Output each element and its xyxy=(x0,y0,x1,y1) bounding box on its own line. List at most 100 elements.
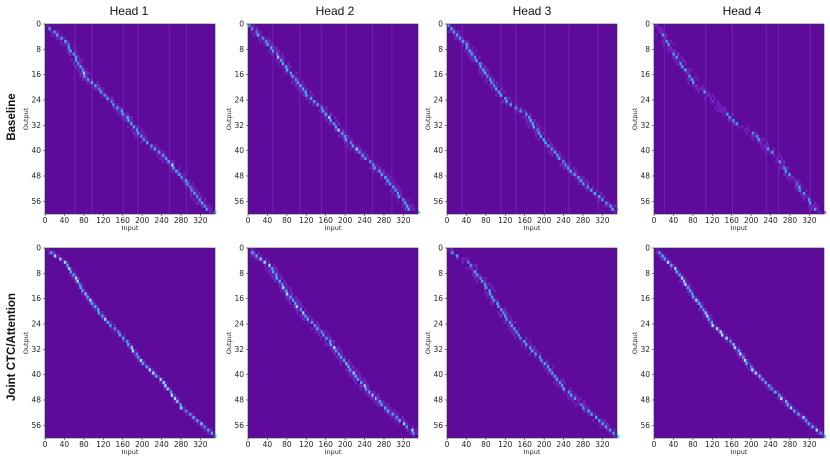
attention-cell xyxy=(196,422,200,426)
attention-cell xyxy=(695,298,698,302)
attention-cell xyxy=(793,409,796,413)
attention-cell xyxy=(492,301,495,305)
attention-cell xyxy=(188,182,191,186)
attention-cell xyxy=(120,112,123,116)
attention-cell xyxy=(664,36,667,40)
attention-cell xyxy=(178,406,181,410)
attention-cell xyxy=(147,368,150,372)
x-tick-label: 80 xyxy=(688,216,698,225)
attention-cell xyxy=(814,425,817,429)
attention-cell xyxy=(116,106,119,110)
attention-cell xyxy=(544,144,547,148)
attention-cell xyxy=(313,327,317,331)
vertical-stripe xyxy=(272,24,274,214)
attention-cell xyxy=(363,384,366,388)
attention-cell xyxy=(524,336,528,340)
attention-cell xyxy=(575,169,578,173)
attention-cell xyxy=(173,396,177,400)
attention-cell xyxy=(324,343,328,347)
y-tick-label: 48 xyxy=(433,396,443,405)
attention-cell xyxy=(259,257,263,261)
attention-cell xyxy=(688,292,691,296)
attention-cell xyxy=(126,112,130,116)
attention-cell xyxy=(103,314,107,318)
attention-cell xyxy=(141,131,145,135)
attention-cell xyxy=(56,33,59,37)
attention-cell xyxy=(525,119,529,123)
attention-cell xyxy=(103,93,106,97)
attention-cell xyxy=(660,251,663,255)
attention-cell xyxy=(80,292,84,296)
attention-cell xyxy=(534,134,538,138)
attention-cell xyxy=(340,352,344,356)
attention-cell xyxy=(681,65,684,69)
attention-cell xyxy=(448,24,452,28)
attention-cell xyxy=(186,182,189,186)
y-tick-label: 48 xyxy=(433,172,443,181)
attention-cell xyxy=(656,248,660,252)
attention-cell xyxy=(357,147,361,151)
attention-cell xyxy=(299,314,302,318)
attention-cell xyxy=(411,428,414,432)
attention-cell xyxy=(304,308,307,312)
attention-cell xyxy=(198,419,201,423)
attention-cell xyxy=(93,308,97,312)
attention-cell xyxy=(337,349,340,353)
attention-cell xyxy=(550,150,553,154)
attention-cell xyxy=(759,374,763,378)
attention-cell xyxy=(812,204,816,208)
attention-cell xyxy=(389,176,392,180)
attention-cell xyxy=(72,52,76,56)
attention-cell xyxy=(252,24,256,28)
attention-cell xyxy=(585,188,588,192)
x-tick-label: 200 xyxy=(338,440,353,449)
attention-cell xyxy=(667,46,670,50)
attention-cell xyxy=(797,412,800,416)
attention-cell xyxy=(458,33,462,37)
attention-cell xyxy=(511,327,514,331)
attention-cell xyxy=(162,153,165,157)
attention-cell xyxy=(82,68,86,72)
attention-cell xyxy=(127,346,131,350)
attention-cell xyxy=(277,49,280,53)
attention-cell xyxy=(489,282,492,286)
attention-cell xyxy=(473,273,476,277)
attention-cell xyxy=(533,128,536,132)
attention-cell xyxy=(66,260,70,264)
attention-cell xyxy=(755,134,759,138)
attention-cell xyxy=(388,406,392,410)
attention-cell xyxy=(663,257,666,261)
attention-cell xyxy=(70,58,73,62)
attention-cell xyxy=(538,355,542,359)
attention-cell xyxy=(691,84,695,88)
attention-cell xyxy=(547,371,550,375)
attention-cell xyxy=(332,343,335,347)
attention-cell xyxy=(210,431,214,435)
attention-cell xyxy=(691,289,694,293)
plot-frame xyxy=(247,247,419,439)
attention-cell xyxy=(136,352,140,356)
attention-cell xyxy=(539,125,542,129)
y-tick-label: 32 xyxy=(31,345,41,354)
y-axis-label: Output xyxy=(22,331,30,354)
attention-cell xyxy=(478,65,481,69)
attention-cell xyxy=(102,87,105,91)
attention-cell xyxy=(722,112,726,116)
attention-cell xyxy=(684,279,688,283)
attention-cell xyxy=(109,324,112,328)
attention-cell xyxy=(120,106,124,110)
attention-cell xyxy=(196,198,200,202)
attention-cell xyxy=(452,27,456,31)
y-tick-label: 24 xyxy=(433,96,443,105)
attention-cell xyxy=(482,68,485,72)
attention-cell xyxy=(524,339,528,343)
attention-cell xyxy=(570,390,574,394)
attention-cell xyxy=(778,166,782,170)
attention-cell xyxy=(67,52,71,56)
attention-cell xyxy=(168,387,172,391)
attention-cell xyxy=(56,30,60,34)
attention-cell xyxy=(312,320,315,324)
attention-cell xyxy=(388,182,392,186)
attention-cell xyxy=(685,71,688,75)
attention-cell xyxy=(805,422,809,426)
